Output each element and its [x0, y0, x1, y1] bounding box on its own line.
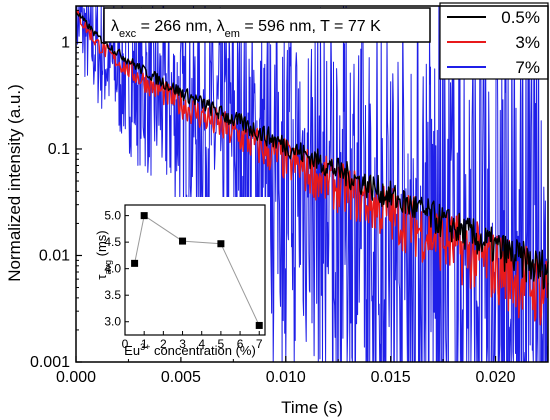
condition-annotation: λexc = 266 nm, λem = 596 nm, T = 77 K: [103, 7, 431, 43]
inset-x-tick-label: 0: [122, 337, 129, 351]
annotation-text: λexc = 266 nm, λem = 596 nm, T = 77 K: [111, 18, 381, 40]
inset-chart: 0 1 2 3 4 5 6 7 3.0 3.5 4.0 4.5 5.0 Eu3+ concentrati…: [90, 197, 270, 358]
inset-frame: [124, 204, 266, 336]
inset-x-tick-label: 1: [141, 337, 148, 351]
inset-data-point: [179, 237, 187, 245]
legend-label: 7%: [515, 58, 540, 77]
inset-data-point: [255, 321, 263, 329]
inset-y-tick-label: 4.0: [104, 262, 121, 276]
inset-x-tick-label: 7: [256, 337, 263, 351]
inset-data-point: [131, 259, 139, 267]
x-tick-label: 0.000: [56, 369, 96, 386]
x-axis-title: Time (s): [281, 398, 343, 417]
series-line-2: [75, 5, 549, 363]
y-tick-label: 1: [61, 34, 70, 51]
inset-y-tick-label: 5.0: [104, 209, 121, 223]
y-tick-label: 0.1: [48, 141, 70, 158]
y-tick-label: 0.001: [30, 354, 70, 371]
inset-y-axis-title: τavg (ms): [94, 230, 113, 279]
inset-x-tick-label: 2: [160, 337, 167, 351]
x-tick-label: 0.020: [476, 369, 516, 386]
inset-y-tick-label: 4.5: [104, 235, 121, 249]
inset-y-tick-label: 3.5: [104, 288, 121, 302]
y-axis-title: Normalized intensity (a.u.): [5, 84, 24, 281]
x-tick-label: 0.005: [161, 369, 201, 386]
plot-frame: [75, 5, 549, 363]
inset-x-tick-label: 3: [179, 337, 186, 351]
legend-label: 0.5%: [501, 8, 540, 27]
inset-x-tick-label: 6: [237, 337, 244, 351]
x-tick-label: 0.015: [371, 369, 411, 386]
y-tick-label: 0.01: [39, 247, 70, 264]
inset-x-axis-title: Eu3+ concentration (%): [124, 342, 256, 358]
inset-data-point: [217, 240, 225, 248]
inset-background: [90, 197, 270, 357]
x-tick-label: 0.010: [266, 369, 306, 386]
inset-y-tick-label: 3.0: [104, 315, 121, 329]
series-line-0: [75, 12, 549, 290]
annotation-box: [103, 7, 431, 43]
inset-data-point: [140, 212, 148, 220]
inset-x-tick-label: 4: [198, 337, 205, 351]
legend: 0.5% 3% 7%: [439, 2, 549, 80]
legend-label: 3%: [515, 33, 540, 52]
inset-x-tick-label: 5: [218, 337, 225, 351]
